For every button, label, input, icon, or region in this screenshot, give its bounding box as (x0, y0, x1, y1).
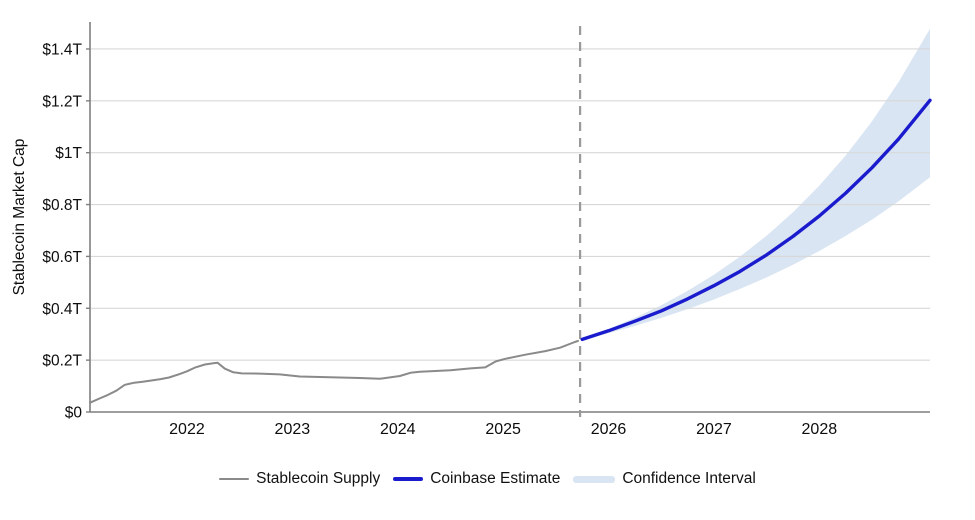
y-tick-label: $0.2T (42, 353, 82, 370)
supply-line (89, 339, 579, 404)
y-tick-label: $0.6T (42, 249, 82, 266)
confidence-swatch-icon (573, 475, 616, 483)
x-tick-label: 2025 (485, 421, 521, 438)
estimate-line (580, 98, 932, 342)
y-tick-label: $1.4T (42, 41, 82, 58)
x-tick-label: 2022 (169, 421, 205, 438)
x-tick-label: 2024 (380, 421, 416, 438)
chart-legend: Stablecoin Supply Coinbase Estimate Confid… (0, 466, 975, 492)
supply-swatch-icon (219, 478, 250, 480)
confidence-interval-band (582, 28, 930, 340)
x-tick-label: 2027 (696, 421, 732, 438)
y-axis-title: Stablecoin Market Cap (11, 139, 28, 296)
legend-label-confidence: Confidence Interval (622, 470, 756, 487)
x-tick-label: 2026 (591, 421, 627, 438)
x-tick-label: 2028 (802, 421, 838, 438)
y-tick-label: $0.8T (42, 197, 82, 214)
y-tick-label: $1T (55, 145, 82, 162)
chart-canvas: $0 $0.2T $0.4T $0.6T $0.8T $1T $1.2T $1.4T 2022 2… (11, 22, 932, 438)
y-tick-label: $0.4T (42, 301, 82, 318)
legend-item-supply: Stablecoin Supply (219, 470, 380, 488)
stablecoin-market-cap-chart: $0 $0.2T $0.4T $0.6T $0.8T $1T $1.2T $1.4T 2022 2… (11, 22, 932, 438)
legend-label-supply: Stablecoin Supply (256, 470, 381, 487)
legend-item-estimate: Coinbase Estimate (393, 470, 560, 488)
y-tick-label: $1.2T (42, 93, 82, 110)
x-tick-label: 2023 (275, 421, 311, 438)
estimate-swatch-icon (393, 477, 424, 481)
legend-item-confidence: Confidence Interval (573, 470, 756, 488)
legend-label-estimate: Coinbase Estimate (430, 470, 561, 487)
y-tick-label: $0 (65, 405, 83, 422)
